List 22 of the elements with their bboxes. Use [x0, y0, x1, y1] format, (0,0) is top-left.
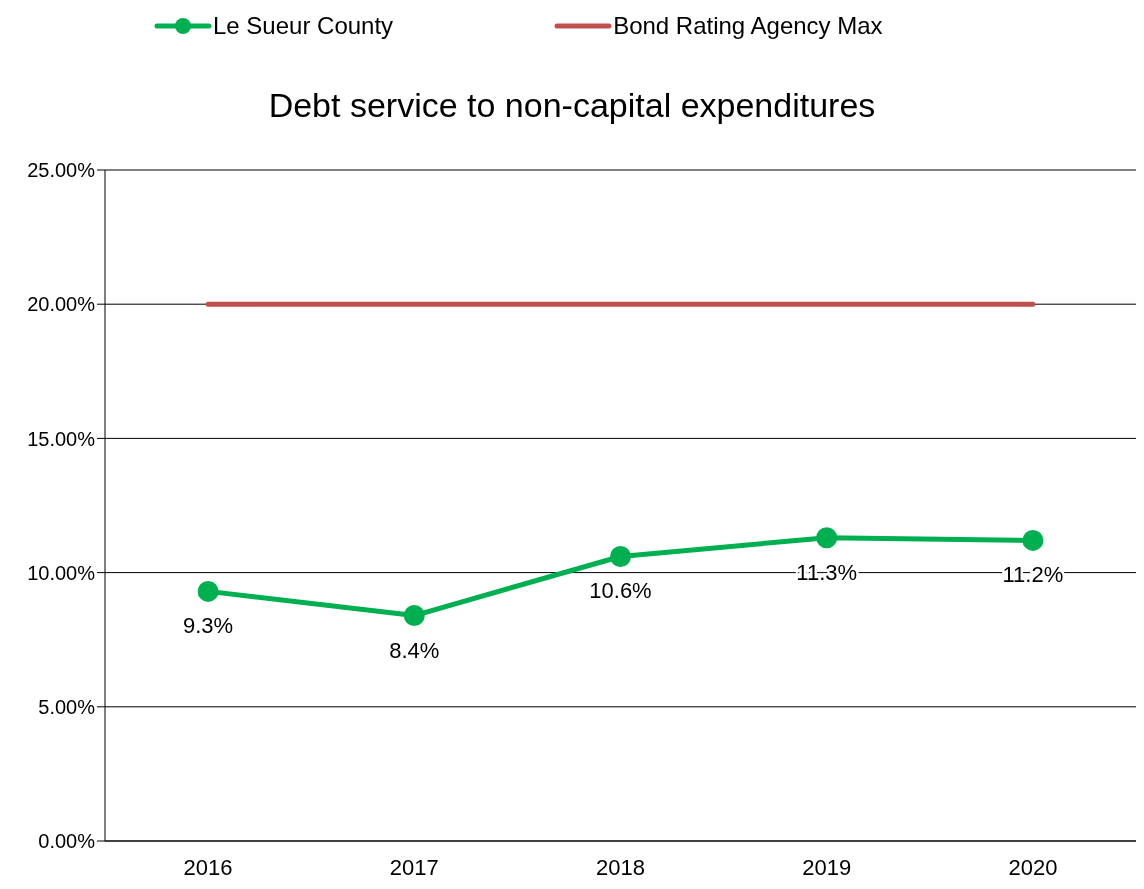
y-tick-label: 0.00% — [38, 830, 96, 853]
x-tick-label: 2016 — [183, 854, 233, 880]
chart-title: Debt service to non-capital expenditures — [267, 86, 877, 125]
y-tick-label: 25.00% — [27, 159, 96, 182]
x-tick-label: 2018 — [596, 854, 645, 880]
point — [816, 527, 838, 549]
point — [1022, 529, 1044, 551]
x-tick-label: 2019 — [802, 854, 852, 880]
point — [403, 605, 425, 627]
y-tick-label: 15.00% — [27, 427, 96, 450]
y-tick-label: 20.00% — [27, 293, 96, 316]
point — [197, 580, 219, 602]
y-tick-label: 5.00% — [38, 695, 96, 718]
y-tick-label: 10.00% — [27, 561, 96, 584]
x-tick-label: 2017 — [389, 854, 439, 880]
data-label: 9.3% — [183, 613, 234, 639]
legend-label: Le Sueur County — [213, 12, 394, 40]
data-label: 10.6% — [589, 578, 652, 604]
data-label: 8.4% — [389, 637, 440, 663]
x-tick-label: 2020 — [1008, 854, 1058, 880]
legend-label: Bond Rating Agency Max — [613, 12, 883, 40]
point — [610, 546, 631, 567]
